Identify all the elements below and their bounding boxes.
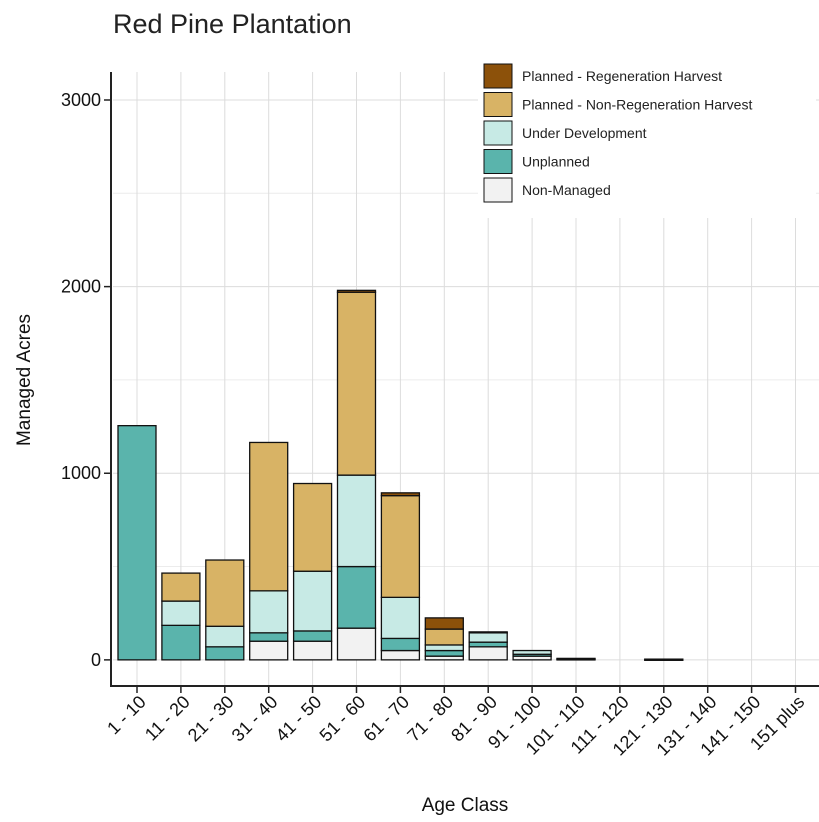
bar-71-80-planned-regeneration-harvest (424, 617, 464, 630)
legend-swatch-non-managed (483, 177, 513, 203)
bar-81-90-under-development (468, 632, 508, 643)
bar-41-50-planned-non-regeneration-harvest (292, 482, 333, 572)
bar-71-80-under-development (424, 644, 464, 652)
x-tick-label-21-30: 21 - 30 (184, 692, 238, 746)
bar-21-30-under-development (205, 625, 245, 648)
legend-swatch-under-development (483, 120, 513, 146)
bar-61-70-planned-non-regeneration-harvest (380, 494, 421, 599)
legend-background (478, 60, 816, 218)
bar-51-60-non-managed (336, 627, 377, 661)
bar-31-40-unplanned (249, 632, 289, 642)
x-tick-label-11-20: 11 - 20 (141, 692, 194, 745)
bar-31-40-non-managed (249, 640, 289, 661)
y-axis-title: Managed Acres (14, 314, 35, 446)
legend: Planned - Regeneration Harvest Planned - … (478, 60, 816, 218)
legend-label-planned-non-regeneration-harvest: Planned - Non-Regeneration Harvest (522, 97, 752, 113)
x-tick-label-41-50: 41 - 50 (272, 692, 326, 746)
x-tick-label-71-80: 71 - 80 (403, 692, 457, 746)
bar-61-70-under-development (380, 596, 421, 640)
bar-81-90-unplanned (468, 641, 508, 648)
x-axis-title: Age Class (422, 795, 509, 816)
bar-1-10-unplanned (117, 425, 157, 661)
bar-21-30-unplanned (205, 646, 245, 661)
bar-31-40-planned-non-regeneration-harvest (249, 441, 289, 592)
legend-label-planned-regeneration-harvest: Planned - Regeneration Harvest (522, 68, 722, 84)
bar-11-20-under-development (161, 600, 201, 626)
legend-swatch-planned-non-regeneration-harvest (483, 92, 513, 117)
legend-swatch-unplanned (483, 149, 513, 174)
bar-41-50-under-development (292, 570, 333, 632)
bar-61-70-unplanned (380, 637, 421, 652)
y-tick-label: 2000 (61, 277, 101, 297)
legend-label-under-development: Under Development (522, 125, 647, 141)
y-tick-label: 0 (91, 650, 101, 670)
bars (117, 289, 684, 661)
bar-51-60-under-development (336, 474, 377, 568)
bar-61-70-non-managed (380, 649, 421, 661)
x-tick-label-31-40: 31 - 40 (228, 692, 282, 746)
legend-label-non-managed: Non-Managed (522, 182, 611, 198)
bar-61-70-planned-regeneration-harvest (380, 492, 421, 497)
y-axis-ticks: 0 1000 2000 3000 (61, 90, 111, 670)
x-tick-label-61-70: 61 - 70 (359, 692, 413, 746)
y-tick-label: 1000 (61, 463, 101, 483)
bar-21-30-planned-non-regeneration-harvest (205, 559, 245, 627)
bar-41-50-non-managed (292, 640, 333, 661)
bar-121-130-under-development (644, 658, 684, 661)
bar-51-60-planned-regeneration-harvest (336, 289, 377, 293)
x-tick-label-51-60: 51 - 60 (316, 692, 370, 746)
bar-91-100-under-development (512, 649, 552, 655)
bar-71-80-planned-non-regeneration-harvest (424, 628, 464, 646)
bar-31-40-under-development (249, 590, 289, 634)
bar-51-60-planned-non-regeneration-harvest (336, 291, 377, 476)
bar-101-110-under-development (556, 657, 596, 661)
bar-71-80-unplanned (424, 649, 464, 657)
bar-11-20-planned-non-regeneration-harvest (161, 572, 201, 602)
bar-51-60-unplanned (336, 565, 377, 629)
legend-label-unplanned: Unplanned (522, 154, 590, 170)
bar-11-20-unplanned (161, 624, 201, 661)
bar-81-90-non-managed (468, 646, 508, 661)
bar-81-90-planned-non-regeneration-harvest (468, 631, 508, 634)
bar-41-50-unplanned (292, 630, 333, 642)
y-tick-label: 3000 (61, 90, 101, 110)
legend-swatch-planned-regeneration-harvest (483, 63, 513, 89)
chart-title: Red Pine Plantation (113, 9, 352, 39)
